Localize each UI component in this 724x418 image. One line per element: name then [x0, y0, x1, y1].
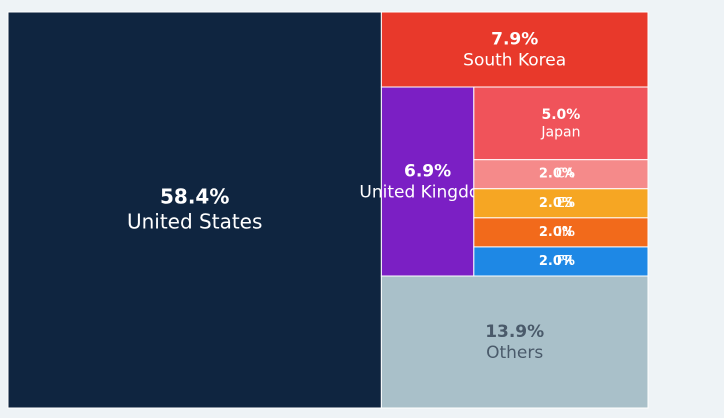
category-label: ES	[557, 196, 573, 211]
tile	[7, 11, 382, 409]
category-label: Japan	[540, 124, 580, 140]
category-label: CA	[556, 167, 574, 182]
tile	[473, 188, 649, 219]
value-label: 5.0%	[542, 107, 581, 123]
category-label: United Kingdom	[359, 183, 495, 203]
tile	[380, 11, 649, 88]
tile	[473, 217, 649, 248]
category-label: South Korea	[463, 51, 566, 71]
value-label: 6.9%	[404, 161, 451, 181]
tile	[380, 275, 649, 409]
value-label: 58.4%	[160, 185, 229, 209]
value-label: 2.0%	[539, 167, 575, 182]
category-label: FR	[557, 254, 574, 269]
value-label: 2.0%	[539, 196, 575, 211]
category-label: United States	[127, 210, 262, 234]
tile	[473, 159, 649, 190]
tile	[380, 86, 475, 277]
category-label: IN	[558, 225, 572, 240]
category-label: Others	[486, 343, 543, 363]
value-label: 2.0%	[539, 254, 575, 269]
value-label: 7.9%	[491, 29, 538, 49]
tile	[473, 86, 649, 161]
value-label: 2.0%	[539, 225, 575, 240]
value-label: 13.9%	[485, 322, 544, 342]
tile	[473, 246, 649, 277]
